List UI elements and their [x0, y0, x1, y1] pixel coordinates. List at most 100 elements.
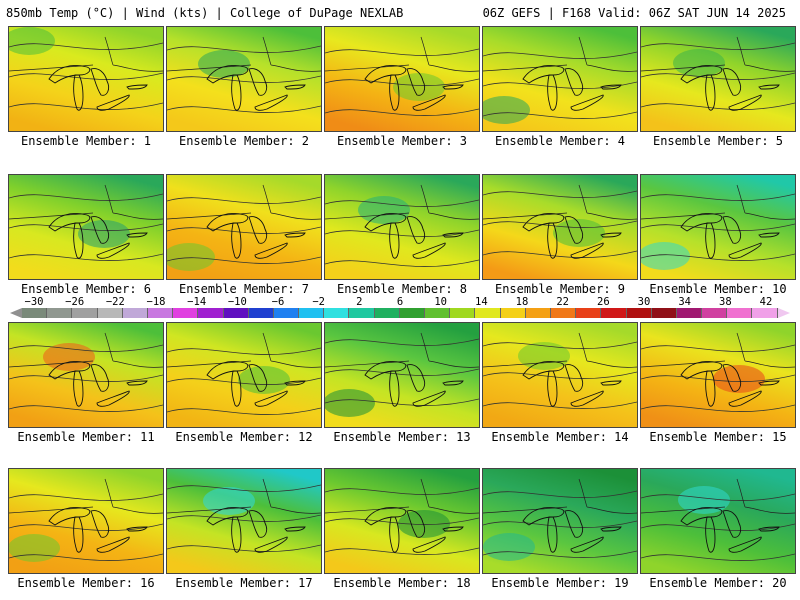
- great-lake-outline: [680, 213, 723, 232]
- great-lake-outline: [442, 84, 464, 90]
- colorbar-tick-label: 10: [434, 296, 447, 308]
- colorbar-swatch: [626, 308, 652, 318]
- height-contour: [483, 520, 637, 528]
- great-lake-outline: [600, 526, 622, 532]
- state-border: [641, 478, 795, 514]
- great-lake-outline: [96, 94, 130, 111]
- temperature-field: [167, 27, 321, 131]
- colorbar-tick-label: 2: [356, 296, 363, 308]
- height-contour: [641, 344, 795, 352]
- colorbar-swatch: [450, 308, 476, 318]
- colorbar-swatch: [47, 308, 73, 318]
- height-contour: [9, 374, 163, 382]
- height-contour: [325, 259, 479, 267]
- great-lake-outline: [389, 74, 400, 111]
- height-contour: [167, 484, 321, 492]
- great-lake-outline: [600, 84, 622, 90]
- great-lake-outline: [48, 213, 91, 232]
- colorbar-swatch: [198, 308, 224, 318]
- colorbar-swatch: [324, 308, 350, 318]
- height-contour: [167, 544, 321, 552]
- temperature-shading: [167, 469, 321, 573]
- great-lake-outline: [570, 94, 604, 111]
- great-lake-outline: [96, 242, 130, 259]
- great-lake-outline: [389, 516, 400, 553]
- ensemble-member-map: [640, 468, 796, 574]
- great-lake-outline: [547, 516, 558, 553]
- great-lake-outline: [547, 74, 558, 111]
- colorbar-swatch: [122, 308, 148, 318]
- state-border: [641, 332, 795, 368]
- great-lake-outline: [705, 74, 716, 111]
- great-lake-outline: [231, 516, 242, 553]
- temperature-field: [483, 175, 637, 279]
- ensemble-member-label: Ensemble Member: 17: [175, 576, 313, 590]
- ensemble-member-label: Ensemble Member: 3: [336, 134, 468, 148]
- great-lake-outline: [96, 390, 130, 407]
- colorbar-tick-label: −18: [146, 296, 166, 308]
- colorbar-swatch: [72, 308, 98, 318]
- ensemble-member-map: [8, 468, 164, 574]
- colorbar-swatch: [248, 308, 274, 318]
- height-contour: [325, 199, 479, 207]
- height-contour: [325, 48, 479, 56]
- temperature-anomaly-patch: [198, 50, 250, 78]
- colorbar-swatches: [22, 308, 778, 318]
- height-contour: [641, 374, 795, 382]
- height-contour: [641, 253, 795, 261]
- great-lake-outline: [728, 242, 762, 259]
- great-lake-outline: [364, 213, 407, 232]
- ensemble-member-map: [324, 468, 480, 574]
- great-lake-outline: [73, 74, 84, 111]
- ensemble-member-map: [166, 26, 322, 132]
- temperature-field: [483, 27, 637, 131]
- temperature-field: [325, 27, 479, 131]
- height-contour: [9, 102, 163, 110]
- great-lake-outline: [284, 84, 306, 90]
- great-lake-outline: [48, 65, 91, 84]
- great-lake-outline: [389, 222, 400, 259]
- great-lake-outline: [570, 242, 604, 259]
- height-contour: [325, 517, 479, 525]
- height-contour: [167, 105, 321, 113]
- temperature-anomaly-patch: [553, 219, 605, 247]
- colorbar-swatch: [349, 308, 375, 318]
- state-border: [167, 184, 321, 220]
- height-contour: [483, 550, 637, 558]
- great-lake-outline: [206, 361, 249, 380]
- temperature-field: [325, 175, 479, 279]
- height-contour: [9, 42, 163, 50]
- colorbar-tick-label: 18: [515, 296, 529, 308]
- model-run-valid-time: 06Z GEFS | F168 Valid: 06Z SAT JUN 14 20…: [482, 6, 786, 20]
- height-contour: [167, 256, 321, 264]
- great-lake-outline: [758, 84, 780, 90]
- colorbar-swatch: [425, 308, 451, 318]
- ensemble-member-map: [640, 174, 796, 280]
- great-lake-outline: [206, 213, 249, 232]
- great-lake-outline: [570, 390, 604, 407]
- height-contour: [325, 398, 479, 406]
- colorbar-swatch: [752, 308, 778, 318]
- colorbar-tick-label: 30: [637, 296, 651, 308]
- great-lake-outline: [90, 364, 110, 392]
- ensemble-member-map: [640, 322, 796, 428]
- state-border: [325, 36, 479, 72]
- ensemble-member-label: Ensemble Member: 20: [649, 576, 787, 590]
- temperature-field: [9, 469, 163, 573]
- great-lake-outline: [680, 507, 723, 526]
- great-lake-outline: [284, 232, 306, 238]
- colorbar-swatch: [727, 308, 753, 318]
- great-lake-outline: [412, 94, 446, 111]
- temperature-anomaly-patch: [673, 49, 725, 77]
- height-contour: [325, 78, 479, 86]
- temperature-anomaly-patch: [78, 220, 130, 248]
- ensemble-member-label: Ensemble Member: 18: [333, 576, 471, 590]
- colorbar-swatch: [173, 308, 199, 318]
- height-contour: [9, 404, 163, 412]
- great-lake-outline: [73, 370, 84, 407]
- colorbar-swatch: [97, 308, 123, 318]
- great-lake-outline: [722, 68, 742, 96]
- great-lake-outline: [126, 232, 148, 238]
- height-contour: [9, 553, 163, 561]
- temperature-field: [325, 323, 479, 427]
